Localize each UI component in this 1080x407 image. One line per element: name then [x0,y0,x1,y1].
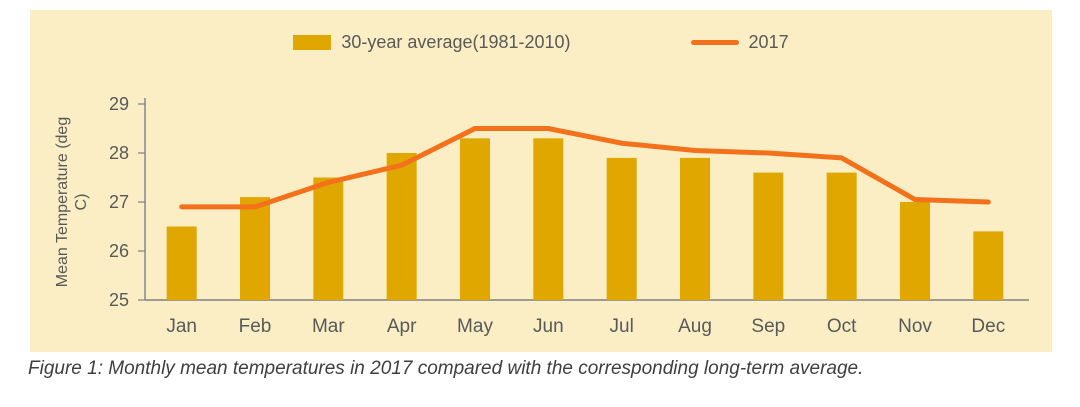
y-tick-label: 25 [109,290,129,310]
line-2017 [179,126,991,210]
figure-caption: Figure 1: Monthly mean temperatures in 2… [28,358,864,379]
legend-label-2017: 2017 [748,32,789,52]
legend: 30-year average(1981-2010) 2017 [30,32,1052,53]
bar-mar [313,177,344,300]
legend-swatch-2017 [690,40,739,45]
bar-may [460,138,490,300]
x-tick-label: Oct [827,316,857,337]
x-tick-label: May [457,316,493,337]
x-tick-label: Mar [312,316,345,337]
bar-dec [973,231,1004,300]
bar-nov [900,202,930,300]
legend-swatch-average [293,35,332,50]
y-tick-label: 28 [109,143,129,163]
x-tick-label: Jul [610,316,634,337]
y-tick-label: 29 [109,94,129,114]
y-tick-label: 27 [109,192,129,212]
bar-aug [680,157,710,300]
legend-item-2017: 2017 [690,32,789,53]
bar-sep [753,172,784,300]
x-tick-label: Jun [533,316,564,337]
bar-jan [166,226,197,300]
y-tick-label: 26 [109,241,129,261]
bar-apr [386,153,417,300]
bar-jun [533,138,564,300]
x-tick-label: Aug [678,316,712,337]
chart-panel: 30-year average(1981-2010) 2017 Mean Tem… [30,10,1052,352]
x-tick-label: Jan [166,316,197,337]
chart-canvas: 25 26 27 28 29 Jan Feb Mar Apr May Jun Jul Aug Sep Oct… [109,94,1029,337]
x-tick-label: Sep [751,316,785,337]
bar-oct [826,172,857,300]
bar-jul [606,157,637,300]
x-tick-label: Apr [387,316,417,337]
legend-label-average: 30-year average(1981-2010) [341,32,571,52]
x-tick-label: Feb [239,316,272,337]
x-tick-label: Nov [898,316,932,337]
legend-item-average: 30-year average(1981-2010) [293,32,571,53]
bar-feb [240,197,270,300]
x-tick-label: Dec [971,316,1005,337]
